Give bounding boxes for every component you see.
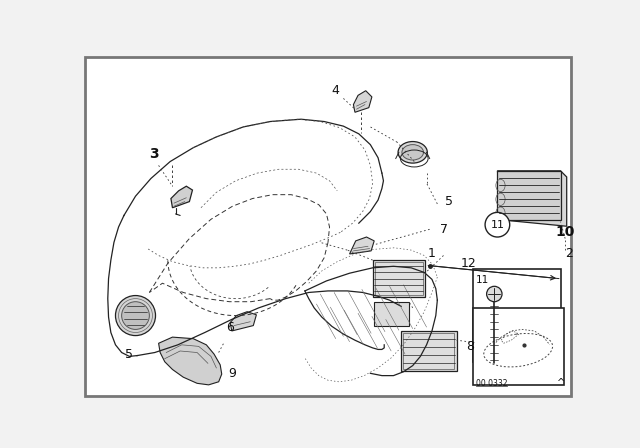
Text: 10: 10 [555, 225, 575, 239]
Text: 9: 9 [228, 367, 236, 380]
Polygon shape [401, 331, 456, 371]
Polygon shape [353, 90, 372, 112]
Polygon shape [230, 312, 257, 331]
Circle shape [122, 302, 149, 329]
Text: 5: 5 [445, 195, 453, 208]
Circle shape [486, 286, 502, 302]
Ellipse shape [398, 142, 428, 163]
Bar [473, 308, 564, 385]
Polygon shape [349, 237, 374, 254]
Text: 3: 3 [149, 147, 159, 161]
Text: ^: ^ [557, 378, 566, 388]
Bar [473, 269, 561, 362]
Text: 2: 2 [565, 247, 573, 260]
Ellipse shape [402, 145, 424, 160]
Polygon shape [374, 302, 409, 326]
Circle shape [115, 296, 156, 336]
Text: 11: 11 [490, 220, 504, 230]
Text: 5: 5 [125, 348, 132, 361]
Text: 4: 4 [332, 84, 340, 97]
Text: 00 0332: 00 0332 [476, 379, 508, 388]
Polygon shape [497, 171, 566, 226]
Polygon shape [159, 337, 221, 385]
Polygon shape [372, 260, 425, 297]
Text: 7: 7 [440, 223, 449, 236]
Polygon shape [497, 171, 561, 220]
Text: 6: 6 [227, 321, 234, 334]
Text: 11: 11 [476, 275, 489, 285]
Text: 8: 8 [467, 340, 475, 353]
Polygon shape [171, 186, 193, 208]
Text: 1: 1 [428, 247, 435, 260]
Circle shape [485, 212, 509, 237]
Text: 12: 12 [460, 257, 476, 270]
